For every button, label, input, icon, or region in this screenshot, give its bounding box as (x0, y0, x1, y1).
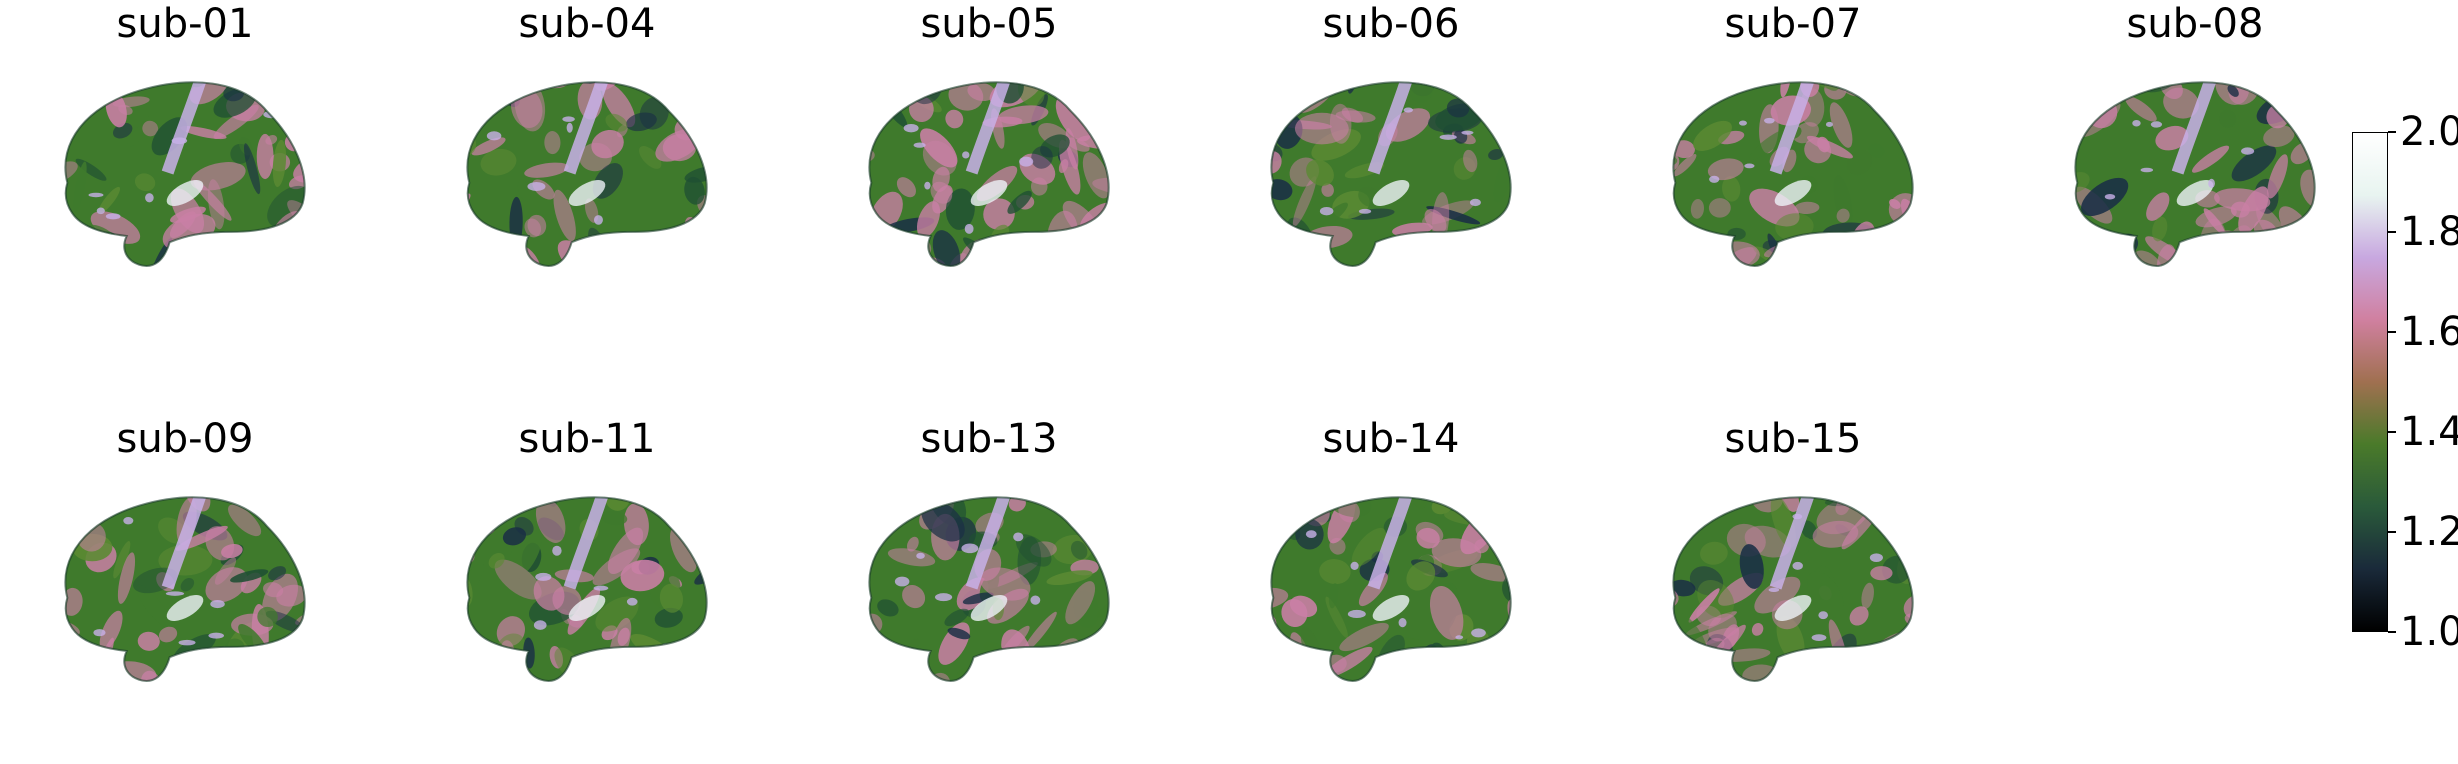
brain-panel: sub-15 (1643, 415, 1943, 715)
colorbar-tick-mark (2388, 331, 2396, 333)
panel-title: sub-07 (1724, 1, 1862, 47)
colorbar-tick-label: 1.2 (2400, 509, 2458, 555)
colorbar-tick-mark (2388, 631, 2396, 633)
brain-panel: sub-01 (35, 0, 335, 300)
brain-surface-image (1270, 81, 1512, 267)
brain-surface-image (868, 81, 1110, 267)
brain-panel: sub-06 (1241, 0, 1541, 300)
brain-surface-image (1672, 81, 1914, 267)
brain-surface-image (1270, 496, 1512, 682)
colorbar-tick-mark (2388, 131, 2396, 133)
colorbar-tick-mark (2388, 531, 2396, 533)
panel-title: sub-08 (2126, 1, 2264, 47)
panel-title: sub-09 (116, 416, 254, 462)
colorbar-tick-label: 2.0 (2400, 109, 2458, 155)
colorbar-tick-label: 1.0 (2400, 609, 2458, 655)
panel-title: sub-14 (1322, 416, 1460, 462)
colorbar-tick-label: 1.8 (2400, 209, 2458, 255)
colorbar-ticks: 1.0 1.2 1.4 1.6 1.8 2.0 (2388, 109, 2458, 655)
panel-title: sub-13 (920, 416, 1058, 462)
brain-panel: sub-05 (839, 0, 1139, 300)
panel-title: sub-01 (116, 1, 254, 47)
panel-title: sub-04 (518, 1, 656, 47)
brain-surface-image (64, 496, 306, 682)
brain-panel: sub-08 (2045, 0, 2345, 300)
colorbar (2352, 132, 2388, 632)
brain-panel: sub-07 (1643, 0, 1943, 300)
brain-surface-image (466, 496, 708, 682)
panel-title: sub-05 (920, 1, 1058, 47)
brain-panel: sub-04 (437, 0, 737, 300)
panel-title: sub-06 (1322, 1, 1460, 47)
brain-surface-image (868, 496, 1110, 682)
brain-panel: sub-14 (1241, 415, 1541, 715)
panel-title: sub-15 (1724, 416, 1862, 462)
brain-panel: sub-11 (437, 415, 737, 715)
brain-panel: sub-13 (839, 415, 1139, 715)
brain-panel: sub-09 (35, 415, 335, 715)
brain-surface-image (1672, 496, 1914, 682)
colorbar-tick-label: 1.6 (2400, 309, 2458, 355)
colorbar-tick-mark (2388, 231, 2396, 233)
colorbar-tick-label: 1.4 (2400, 409, 2458, 455)
brain-surface-image (2074, 81, 2316, 267)
brain-surface-image (466, 81, 708, 267)
colorbar-tick-mark (2388, 431, 2396, 433)
panel-title: sub-11 (518, 416, 656, 462)
brain-surface-image (64, 81, 306, 267)
